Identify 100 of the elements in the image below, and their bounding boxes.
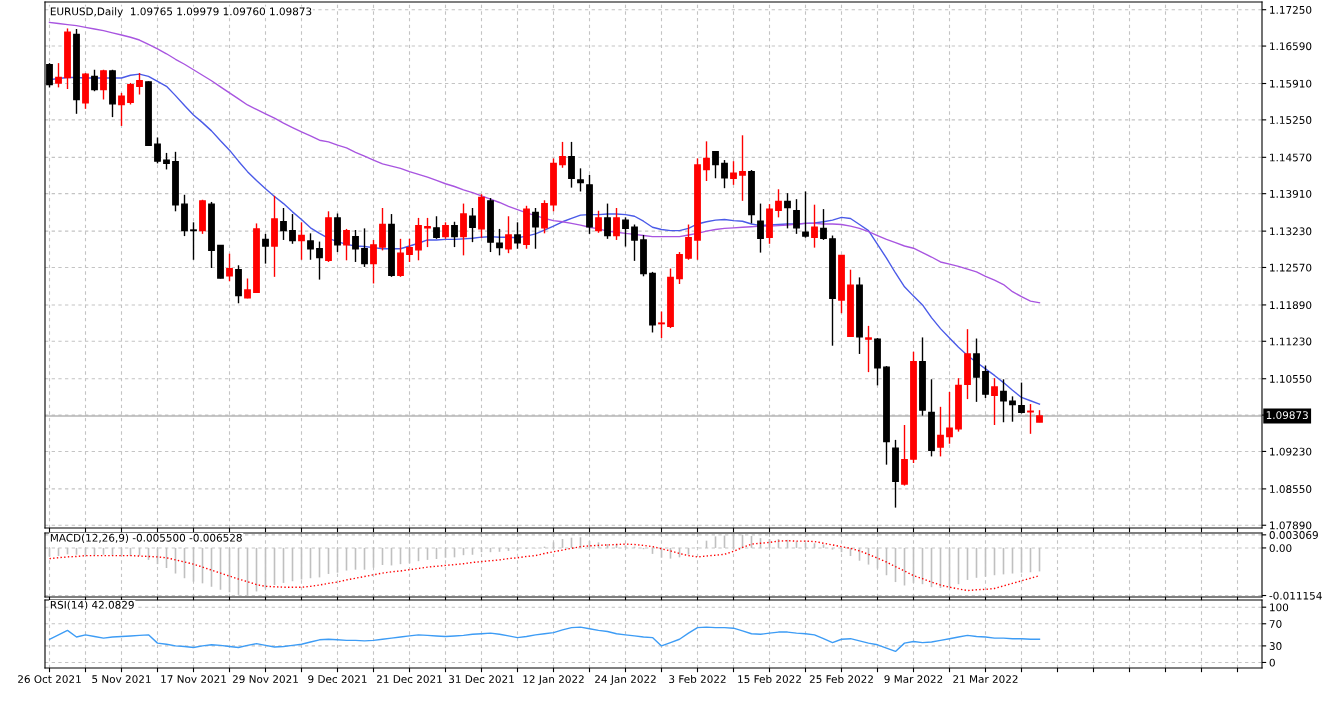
candlestick [55,62,62,89]
candlestick [982,364,989,399]
candlestick [658,310,665,339]
chart-title: RSI(14) 42.0829 [50,600,134,610]
candlestick [496,228,503,257]
ref-line-label: 1.09873 [1266,411,1308,420]
candlestick [100,69,107,101]
x-tick-label: 25 Feb 2022 [809,674,873,684]
y-tick-label: 30 [1269,642,1282,650]
candlestick [1009,395,1016,423]
y-tick-label: 1.07890 [1270,521,1312,530]
x-tick-label: 15 Feb 2022 [738,674,801,684]
candlestick [451,221,458,248]
y-tick-label: 1.10550 [1270,374,1312,383]
x-tick-label: 24 Jan 2022 [595,675,656,685]
candlestick [802,190,809,239]
candlestick [937,406,944,458]
candlestick [298,221,305,261]
candlestick [775,188,782,219]
candlestick [424,217,431,248]
candlestick [685,223,692,261]
candlestick [739,134,746,202]
candlestick [370,239,377,285]
candlestick [505,215,512,254]
candlestick [973,337,980,403]
candlestick [568,141,575,189]
y-tick-label: 1.11230 [1270,337,1312,346]
candlestick [532,207,539,250]
candlestick [757,202,764,254]
candlestick [262,233,269,265]
candlestick [991,377,998,426]
x-tick-label: 29 Nov 2021 [232,675,298,684]
candlestick [730,160,737,186]
candlestick [784,192,791,230]
candlestick [676,251,683,285]
candlestick [352,229,359,263]
candlestick [793,198,800,235]
candlestick [136,72,143,96]
candlestick [379,207,386,252]
candlestick [226,253,233,282]
candlestick [91,69,98,92]
candlestick [307,232,314,261]
candlestick [469,207,476,243]
x-tick-label: 9 Dec 2021 [308,675,367,684]
candlestick [397,238,404,278]
y-tick-label: 1.17250 [1270,5,1312,14]
y-tick-label: -0.011154 [1269,591,1322,600]
y-tick-label: 100 [1270,603,1289,612]
line-series [48,626,1041,653]
candlestick [154,136,161,165]
x-tick-label: 9 Mar 2022 [884,675,943,684]
chart-title: MACD(12,26,9) -0.005500 -0.006528 [50,533,242,543]
candlestick [289,213,296,245]
candlestick [865,325,872,373]
candlestick [361,227,368,268]
y-tick-label: 0 [1269,658,1275,667]
candlestick [514,221,521,250]
candlestick [1018,381,1025,415]
x-tick-label: 21 Mar 2022 [953,675,1018,684]
x-tick-label: 17 Nov 2021 [161,675,226,684]
candlestick [118,92,125,127]
y-tick-label: 1.16590 [1270,42,1312,51]
candlestick [460,202,467,257]
y-tick-label: 70 [1269,620,1282,628]
y-tick-label: 1.09230 [1270,447,1312,456]
candlestick [1000,378,1007,423]
y-tick-label: 1.15910 [1270,79,1312,88]
candlestick [946,391,953,445]
line-series [48,21,1041,304]
y-tick-label: 1.08550 [1270,485,1312,493]
y-tick-label: 1.12570 [1270,263,1312,272]
x-tick-label: 3 Feb 2022 [669,674,726,684]
candlestick [316,240,323,281]
y-tick-label: 0.00 [1269,544,1292,553]
candlestick [703,140,710,182]
candlestick [433,215,440,240]
candlestick [811,203,818,249]
candlestick [577,167,584,193]
chart-title: EURUSD,Daily 1.09765 1.09979 1.09760 1.09873 [50,7,312,18]
candlestick [190,221,197,261]
candlestick [631,223,638,262]
candlestick [721,159,728,189]
y-tick-label: 1.15250 [1270,116,1312,124]
candlestick [820,208,827,241]
candlestick [613,207,620,241]
y-tick-label: 1.11890 [1270,301,1312,310]
candlestick [343,228,350,262]
x-tick-label: 21 Dec 2021 [376,675,442,684]
y-tick-label: 0.003069 [1269,531,1318,539]
candlestick [559,141,566,169]
candlestick [406,238,413,263]
y-tick-label: 1.14570 [1270,153,1312,162]
x-tick-label: 12 Jan 2022 [523,675,584,685]
candlestick [604,202,611,240]
candlestick [280,207,287,241]
candlestick [595,210,602,234]
x-tick-label: 5 Nov 2021 [92,675,151,684]
x-tick-label: 31 Dec 2021 [449,675,514,684]
y-tick-label: 1.13230 [1270,227,1312,236]
candlestick [712,151,719,179]
